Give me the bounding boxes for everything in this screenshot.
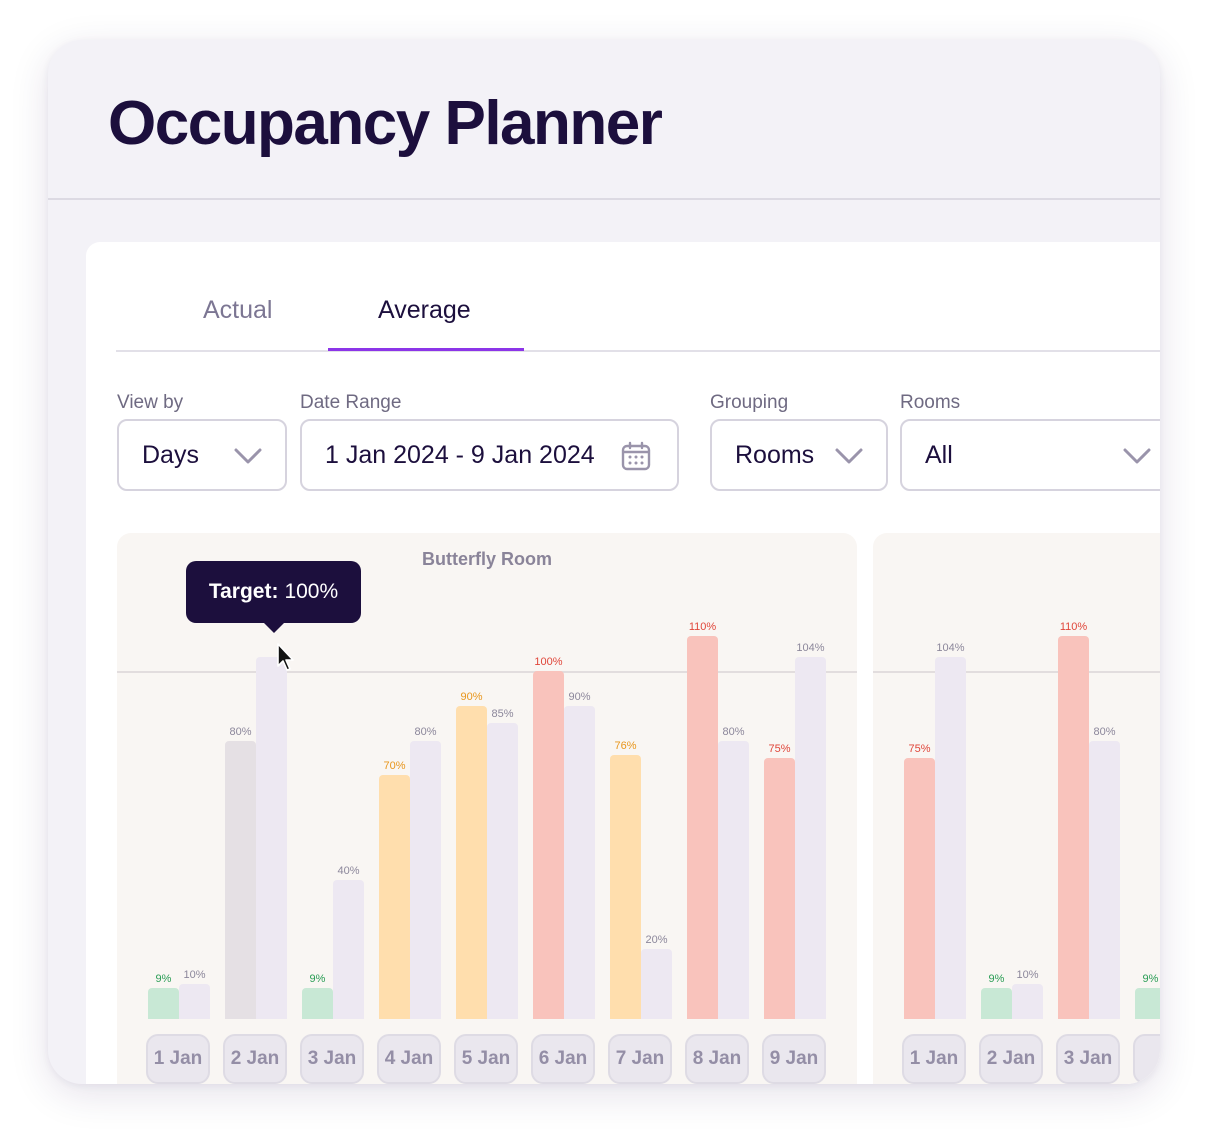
bar-actual[interactable]	[610, 754, 641, 1019]
data-label: 110%	[1059, 621, 1088, 634]
x-tick-label[interactable]: 6 Jan	[531, 1034, 595, 1084]
data-label: 80%	[229, 725, 252, 738]
rooms-select[interactable]: All	[900, 419, 1160, 491]
data-label: 76%	[614, 739, 637, 752]
x-tick-label[interactable]: 3 Jan	[300, 1034, 364, 1084]
data-label: 20%	[645, 934, 668, 947]
bar-average[interactable]	[795, 657, 826, 1019]
x-tick-label[interactable]: 1 Jan	[902, 1034, 966, 1084]
header-divider	[48, 198, 1160, 200]
bar-average[interactable]	[935, 657, 966, 1019]
data-label: 70%	[383, 760, 406, 773]
data-label: 75%	[908, 743, 931, 755]
data-label: 110%	[688, 621, 717, 634]
x-tick-label[interactable]: 2 Jan	[979, 1034, 1043, 1084]
tab-average[interactable]: Average	[378, 296, 471, 324]
data-label: 100%	[534, 656, 563, 668]
chart-card-butterfly-room: Butterfly Room 9% 10% 1 Jan 80% 2 Jan 9% 40% 3 …	[117, 533, 857, 1084]
x-tick-label[interactable]: 3 Jan	[1056, 1034, 1120, 1084]
chevron-down-icon	[835, 448, 863, 464]
data-label: 40%	[337, 864, 360, 877]
tooltip-arrow	[262, 621, 286, 633]
bar-actual[interactable]	[981, 987, 1012, 1019]
x-tick-label[interactable]: 8 Jan	[685, 1034, 749, 1084]
target-line	[873, 671, 1160, 673]
tab-bar: Actual Average	[116, 282, 1160, 352]
bar-actual[interactable]	[379, 775, 410, 1019]
mouse-cursor-icon	[277, 643, 294, 671]
x-tick-label[interactable]: 1 Jan	[146, 1034, 210, 1084]
bar-average[interactable]	[256, 657, 287, 1019]
view-by-label: View by	[117, 392, 184, 413]
tooltip-label: Target:	[208, 580, 279, 603]
data-label: 10%	[183, 969, 206, 982]
chart-card-second-room: 75% 104% 1 Jan 9% 10% 2 Jan 110% 80% 3 Jan 9% 4	[873, 533, 1160, 1084]
grouping-value: Rooms	[735, 440, 815, 469]
data-label: 80%	[722, 725, 745, 738]
bar-actual[interactable]	[764, 758, 795, 1019]
date-range-label: Date Range	[300, 392, 402, 413]
data-label: 9%	[988, 972, 1005, 985]
bar-average[interactable]	[333, 879, 364, 1019]
bar-average[interactable]	[410, 740, 441, 1019]
bar-average[interactable]	[487, 723, 518, 1019]
grouping-select[interactable]: Rooms	[710, 419, 888, 491]
bar-actual[interactable]	[302, 987, 333, 1019]
tab-actual[interactable]: Actual	[203, 296, 273, 324]
grouping-label: Grouping	[710, 392, 789, 413]
bar-actual[interactable]	[687, 636, 718, 1019]
x-tick-label[interactable]: 2 Jan	[223, 1034, 287, 1084]
bar-actual[interactable]	[1135, 987, 1160, 1019]
bar-actual[interactable]	[1058, 636, 1089, 1019]
target-tooltip: Target: 100%	[186, 561, 361, 633]
date-range-value: 1 Jan 2024 - 9 Jan 2024	[325, 440, 595, 469]
x-tick-label[interactable]: 4 Jan	[377, 1034, 441, 1084]
bar-actual[interactable]	[533, 671, 564, 1019]
data-label: 9%	[1142, 972, 1159, 985]
data-label: 75%	[768, 743, 791, 755]
x-tick-label[interactable]: 4	[1133, 1034, 1160, 1084]
rooms-label: Rooms	[900, 392, 961, 413]
bar-average[interactable]	[179, 984, 210, 1019]
bar-actual[interactable]	[904, 758, 935, 1019]
date-range-input[interactable]: 1 Jan 2024 - 9 Jan 2024	[300, 419, 679, 491]
x-tick-label[interactable]: 9 Jan	[762, 1034, 826, 1084]
page-title: Occupancy Planner	[108, 89, 663, 158]
bar-actual[interactable]	[456, 705, 487, 1019]
data-label: 90%	[568, 690, 591, 703]
data-label: 9%	[309, 972, 326, 985]
app-window: Occupancy Planner Actual Average View by…	[48, 40, 1160, 1084]
view-by-value: Days	[142, 440, 199, 469]
bar-average[interactable]	[641, 949, 672, 1019]
x-tick-label[interactable]: 5 Jan	[454, 1034, 518, 1084]
view-by-select[interactable]: Days	[117, 419, 287, 491]
data-label: 80%	[1093, 725, 1116, 738]
chevron-down-icon	[234, 448, 262, 464]
rooms-value: All	[925, 440, 953, 469]
bar-average[interactable]	[1012, 984, 1043, 1019]
bar-average[interactable]	[718, 740, 749, 1019]
target-line	[117, 671, 857, 673]
data-label: 85%	[491, 708, 514, 721]
data-label: 90%	[460, 690, 483, 703]
x-tick-label[interactable]: 7 Jan	[608, 1034, 672, 1084]
data-label: 9%	[155, 972, 172, 985]
chevron-down-icon	[1123, 448, 1151, 464]
calendar-icon[interactable]	[621, 441, 651, 471]
data-label: 80%	[414, 725, 437, 738]
bar-actual[interactable]	[148, 987, 179, 1019]
data-label: 10%	[1016, 969, 1039, 982]
bar-average[interactable]	[1089, 740, 1120, 1019]
bar-average[interactable]	[564, 705, 595, 1019]
data-label: 104%	[936, 642, 965, 655]
active-tab-indicator	[328, 348, 524, 351]
chart-title: Butterfly Room	[422, 549, 552, 569]
tooltip-value: 100%	[284, 580, 339, 603]
bar-actual[interactable]	[225, 740, 256, 1019]
data-label: 104%	[796, 642, 825, 655]
